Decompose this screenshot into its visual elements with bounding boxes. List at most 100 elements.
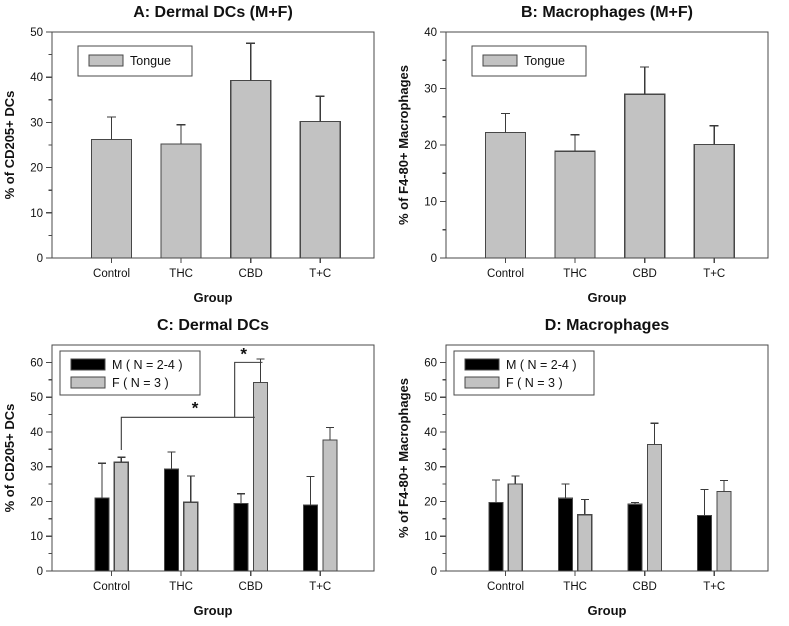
bar-THC-Tongue (160, 143, 202, 259)
chart-title: A: Dermal DCs (M+F) (133, 4, 293, 21)
plot-frame (51, 344, 375, 572)
x-tick-label: CBD (239, 268, 263, 280)
bar-T+C-F (322, 439, 338, 572)
y-axis-label: % of F4-80+ Macrophages (396, 65, 411, 225)
y-tick-label: 60 (30, 357, 43, 369)
x-tick-label: CBD (633, 268, 657, 280)
bar-Control-F (113, 461, 129, 572)
y-tick-label: 20 (30, 163, 43, 175)
plot-frame (445, 344, 769, 572)
y-tick-label: 30 (424, 462, 437, 474)
chart-title: B: Macrophages (M+F) (521, 4, 693, 21)
panel-d-chart: 0 10 20 30 40 50 60 Control THC CBD T+C M ( N = 2-4… (396, 317, 769, 618)
bar-T+C-M (696, 514, 713, 572)
bar-CBD-F (646, 443, 662, 572)
y-tick-label: 20 (424, 496, 437, 508)
x-tick-label: THC (169, 581, 193, 593)
y-tick-label: 0 (431, 253, 437, 265)
chart-title: D: Macrophages (545, 317, 670, 334)
legend-swatch-gray (88, 54, 124, 67)
y-axis-label: % of CD205+ DCs (2, 91, 17, 200)
y-tick-label: 40 (424, 427, 437, 439)
bar-Control-Tongue (90, 138, 133, 259)
legend-swatch-gray (464, 376, 500, 389)
legend-swatch-black (464, 358, 500, 371)
panel-c-chart: 0 10 20 30 40 50 60 Control THC CBD T+C * * M ( N = 2… (2, 317, 375, 618)
legend-label: Tongue (524, 54, 565, 68)
y-tick-label: 40 (30, 72, 43, 84)
bar-CBD-M (233, 502, 249, 572)
panel-a: 0 10 20 30 40 50 Control THC CBD T+C Tongue A: Derm… (0, 0, 394, 313)
x-tick-label: THC (563, 268, 587, 280)
x-tick-label: T+C (703, 581, 725, 593)
x-tick-label: THC (563, 581, 587, 593)
bar-Control-F (507, 483, 523, 572)
bar-THC-Tongue (554, 150, 596, 259)
legend-swatch-gray (482, 54, 518, 67)
bar-CBD-Tongue (624, 93, 666, 259)
legend-label: M ( N = 2-4 ) (506, 358, 577, 372)
x-tick-label: Control (487, 268, 524, 280)
bar-THC-M (557, 497, 574, 572)
panel-b: 0 10 20 30 40 Control THC CBD T+C Tongue B: Macrop… (394, 0, 789, 313)
y-tick-label: 30 (30, 462, 43, 474)
y-tick-label: 10 (30, 531, 43, 543)
x-tick-label: Control (93, 268, 130, 280)
y-tick-label: 40 (424, 27, 437, 39)
sig-bracket (120, 416, 255, 451)
bar-Control-M (94, 497, 110, 572)
x-axis-label: Group (194, 290, 233, 305)
legend-swatch-gray (70, 376, 106, 389)
bar-THC-M (163, 468, 180, 572)
y-tick-label: 10 (30, 208, 43, 220)
bar-Control-M (488, 501, 504, 572)
x-tick-label: T+C (309, 268, 331, 280)
bar-T+C-Tongue (299, 120, 341, 259)
y-tick-label: 0 (37, 253, 43, 265)
y-tick-label: 60 (424, 357, 437, 369)
y-tick-label: 0 (37, 566, 43, 578)
panel-a-chart: 0 10 20 30 40 50 Control THC CBD T+C Tongue A: Derm… (2, 4, 375, 305)
legend-swatch-black (70, 358, 106, 371)
y-tick-label: 10 (424, 197, 437, 209)
x-tick-label: Control (93, 581, 130, 593)
x-tick-label: Control (487, 581, 524, 593)
y-tick-label: 10 (424, 531, 437, 543)
legend-label: Tongue (130, 54, 171, 68)
x-tick-label: T+C (309, 581, 331, 593)
sig-bracket (234, 361, 263, 418)
bar-T+C-Tongue (693, 143, 735, 259)
sig-star: * (192, 398, 199, 417)
x-tick-label: T+C (703, 268, 725, 280)
legend-label: F ( N = 3 ) (112, 376, 169, 390)
y-tick-label: 20 (424, 140, 437, 152)
sig-star: * (240, 344, 247, 363)
x-axis-label: Group (194, 603, 233, 618)
y-tick-label: 0 (431, 566, 437, 578)
bar-Control-Tongue (484, 131, 527, 259)
y-tick-label: 20 (30, 496, 43, 508)
y-tick-label: 50 (30, 392, 43, 404)
x-tick-label: THC (169, 268, 193, 280)
y-tick-label: 30 (424, 84, 437, 96)
y-tick-label: 50 (30, 27, 43, 39)
bar-THC-F (577, 514, 593, 572)
panel-d: 0 10 20 30 40 50 60 Control THC CBD T+C M ( N = 2-4… (394, 313, 789, 626)
legend-label: M ( N = 2-4 ) (112, 358, 183, 372)
y-axis-label: % of CD205+ DCs (2, 404, 17, 513)
x-tick-label: CBD (239, 581, 263, 593)
chart-title: C: Dermal DCs (157, 317, 269, 334)
x-axis-label: Group (588, 603, 627, 618)
panel-c: 0 10 20 30 40 50 60 Control THC CBD T+C * * M ( N = 2… (0, 313, 394, 626)
y-tick-label: 50 (424, 392, 437, 404)
bar-T+C-M (302, 504, 319, 572)
bar-CBD-F (252, 381, 268, 572)
x-tick-label: CBD (633, 581, 657, 593)
bar-T+C-F (716, 490, 732, 572)
bar-CBD-M (627, 503, 643, 572)
panel-b-chart: 0 10 20 30 40 Control THC CBD T+C Tongue B: Macrop… (396, 4, 769, 305)
bar-CBD-Tongue (230, 79, 272, 259)
y-tick-label: 30 (30, 117, 43, 129)
bar-THC-F (183, 501, 199, 572)
